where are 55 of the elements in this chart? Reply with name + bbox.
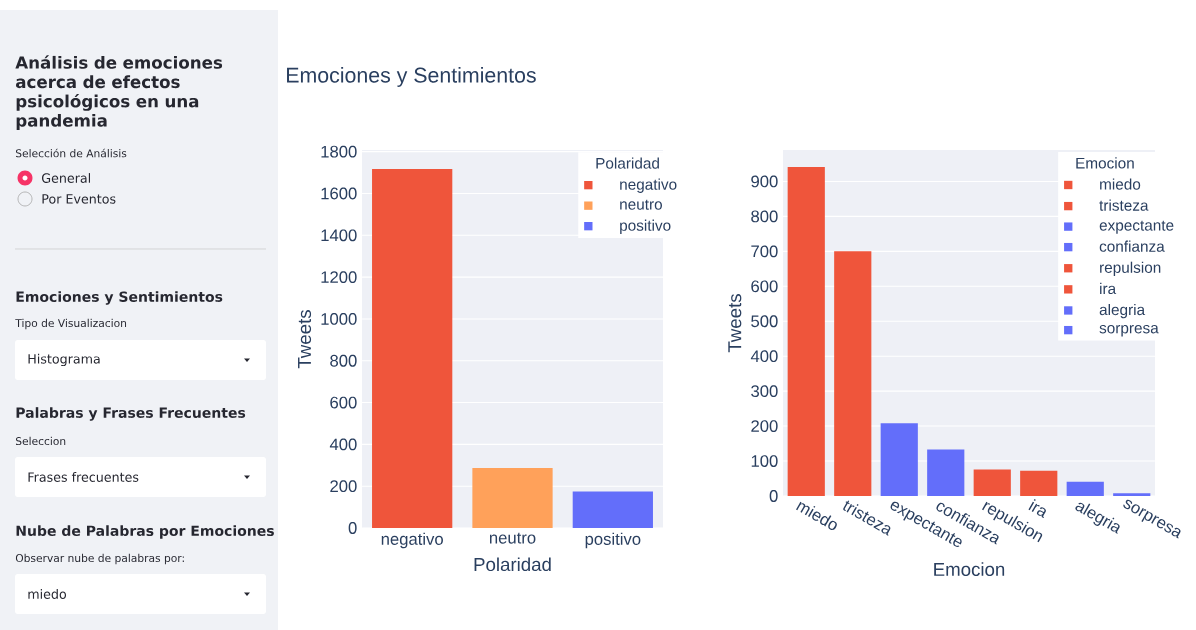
text: Análisis de emociones acerca de efectos psicológicos en una pandemia (15, 55, 223, 131)
legend-label: tristeza (1099, 199, 1149, 211)
legend-label: expectante (1099, 220, 1174, 234)
y-tick-label: 0 (348, 522, 357, 534)
text: Nube de Palabras por Emociones (16, 525, 274, 539)
chart-title: Emociones y Sentimientos (287, 67, 536, 87)
legend-label: ira (1100, 282, 1117, 295)
y-tick-label: 900 (751, 175, 778, 188)
y-tick-label: 600 (751, 280, 778, 293)
y-tick-label: 400 (329, 438, 357, 451)
x-tick-label: negativo (381, 532, 443, 549)
x-axis-title: Emocion (934, 562, 1005, 577)
text: Selección de Análisis (15, 148, 127, 158)
text: Frases frecuentes (28, 472, 139, 482)
y-tick-label: 600 (330, 396, 357, 409)
text: Palabras y Frases Frecuentes (16, 407, 246, 421)
x-axis-title: Polaridad (474, 557, 551, 572)
text: Observar nube de palabras por: (15, 553, 184, 565)
y-axis-title: Tweets (298, 310, 312, 369)
y-tick-label: 100 (751, 455, 778, 467)
x-tick-label: miedo (796, 501, 837, 531)
y-tick-label: 800 (330, 354, 357, 367)
legend-title: Polaridad (596, 157, 659, 169)
legend-label: positivo (620, 219, 671, 234)
y-tick-label: 300 (751, 385, 778, 398)
y-tick-label: 700 (751, 245, 778, 258)
y-tick-label: 1400 (321, 229, 357, 242)
legend-label: sorpresa (1099, 325, 1159, 337)
y-tick-label: 1000 (321, 313, 357, 325)
x-tick-label: positivo (585, 532, 641, 549)
legend-title: Emocion (1076, 157, 1134, 169)
y-tick-label: 200 (330, 480, 357, 493)
y-tick-label: 400 (750, 350, 778, 363)
text: Histograma (28, 353, 100, 367)
legend-label: repulsion (1100, 261, 1161, 276)
y-tick-label: 1600 (321, 187, 357, 200)
legend-label: miedo (1100, 178, 1141, 190)
text: Seleccion (15, 436, 66, 446)
text: miedo (28, 589, 67, 599)
y-axis-title: Tweets (728, 294, 742, 353)
legend-label: neutro (620, 199, 662, 210)
legend-label: alegria (1099, 303, 1146, 319)
y-tick-label: 800 (751, 210, 778, 223)
text: Emociones y Sentimientos (16, 291, 223, 305)
legend-label: confianza (1099, 240, 1165, 252)
y-tick-label: 1800 (321, 145, 357, 158)
y-tick-label: 0 (769, 490, 778, 502)
legend-label: negativo (620, 178, 677, 193)
y-tick-label: 1200 (321, 271, 357, 284)
y-tick-label: 200 (751, 420, 778, 432)
y-tick-label: 500 (751, 315, 778, 328)
text: General (41, 173, 91, 183)
text: Por Eventos (42, 194, 116, 204)
x-tick-label: neutro (489, 532, 536, 544)
text: Tipo de Visualizacion (15, 318, 127, 330)
